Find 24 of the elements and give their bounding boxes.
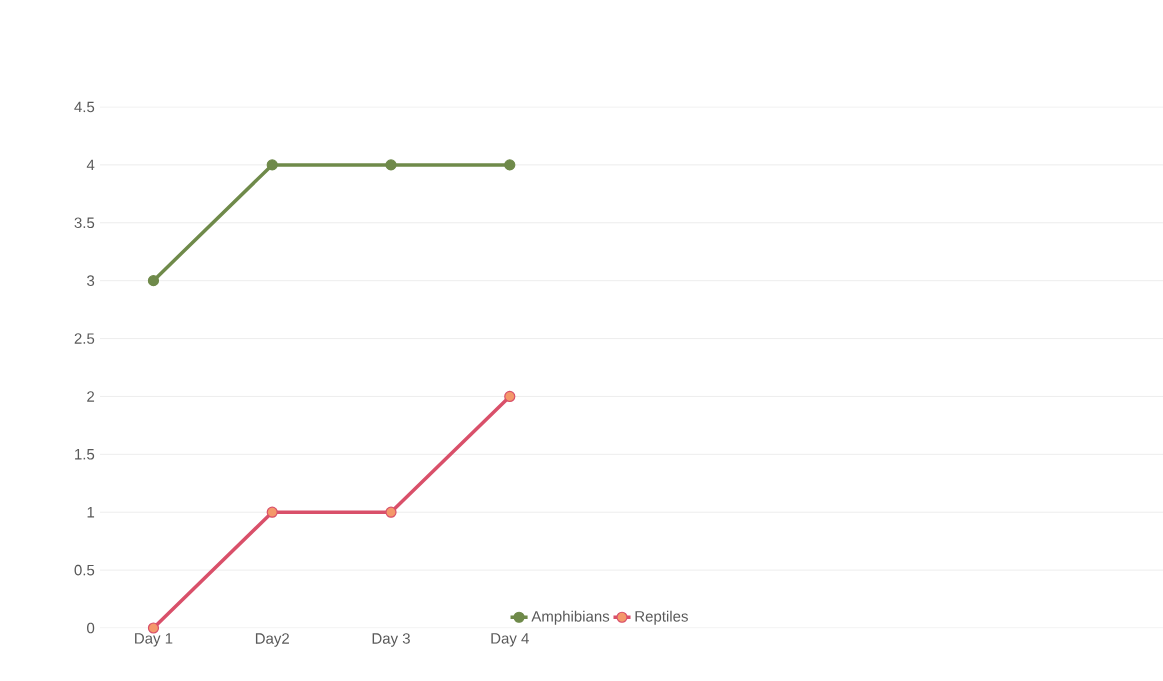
point: [385, 159, 397, 171]
y-tick-label: 0.5: [74, 564, 95, 576]
y-tick-label: 0: [87, 622, 95, 634]
legend-label: Reptiles: [635, 610, 688, 625]
y-tick-label: 3: [87, 275, 95, 286]
x-tick-label: Day2: [255, 633, 289, 647]
point: [504, 159, 516, 171]
point: [504, 390, 516, 403]
x-tick-label: Day 4: [491, 633, 529, 647]
point: [147, 275, 160, 287]
y-tick-label: 4: [86, 159, 95, 171]
y-tick-label: 1: [87, 507, 95, 518]
point: [266, 159, 278, 171]
legend-label: Amphibians: [531, 610, 610, 625]
point: [385, 506, 397, 518]
y-tick-label: 2.5: [74, 333, 95, 344]
y-tick-label: 2: [87, 391, 95, 402]
x-tick-label: Day 3: [372, 633, 410, 647]
point: [266, 506, 278, 518]
y-tick-label: 3.5: [74, 217, 95, 229]
y-tick-label: 1.5: [75, 449, 95, 460]
point: [147, 622, 160, 634]
y-tick-label: 4.5: [74, 101, 95, 113]
x-tick-label: Day 1: [135, 633, 173, 647]
